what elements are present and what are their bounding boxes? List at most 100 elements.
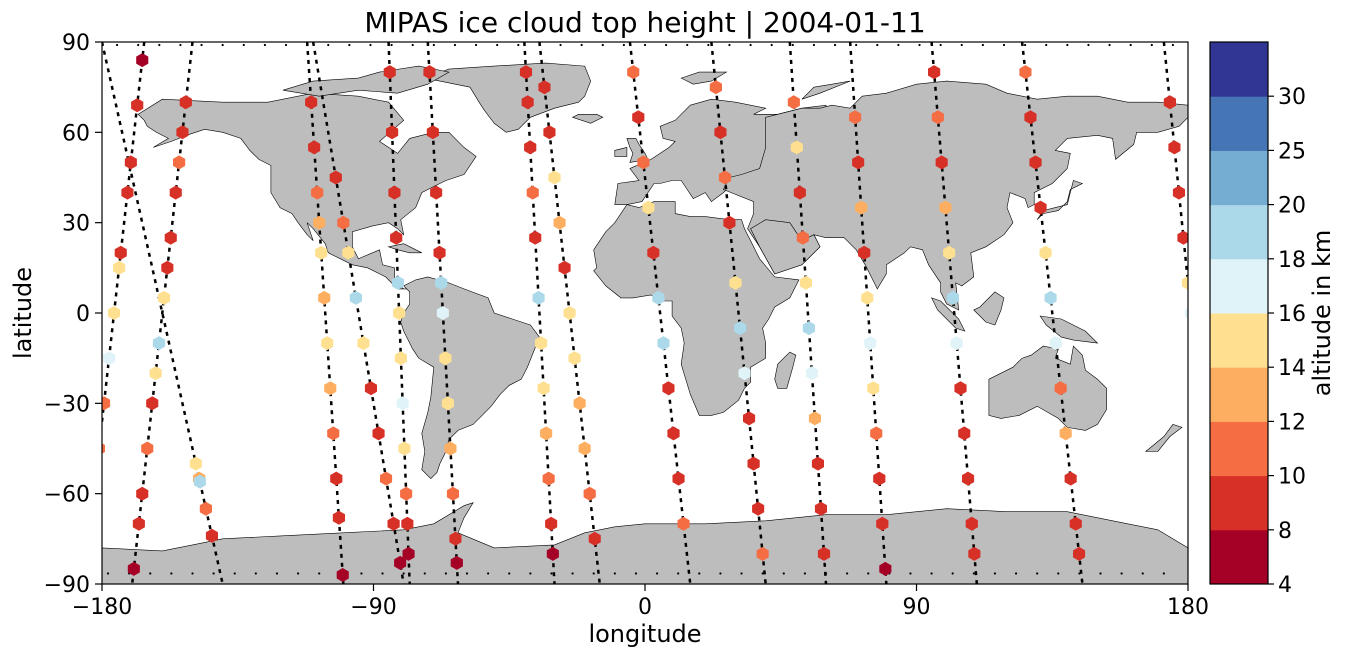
- cloud-marker-12-5: [864, 336, 877, 351]
- x-tick-label: 90: [903, 595, 931, 620]
- cloud-marker-11-5: [802, 321, 815, 336]
- cloud-marker-7-1: [521, 95, 534, 110]
- x-axis: −180 −90 0 90 180: [72, 584, 1209, 620]
- plot-area: [83, 41, 1206, 585]
- cloud-marker-0-5: [113, 260, 126, 275]
- polar-track-dot: [761, 572, 764, 575]
- cloud-marker-13-4: [943, 245, 956, 260]
- cloud-marker-0-1: [131, 98, 144, 113]
- polar-track-dot: [306, 43, 309, 47]
- colorbar-segment: [1210, 96, 1268, 151]
- polar-track-dot: [1002, 43, 1006, 47]
- polar-track-dot: [318, 572, 321, 575]
- colorbar-tick-label: 8: [1278, 519, 1292, 544]
- cloud-marker-5-8: [398, 441, 411, 456]
- cloud-marker-11-9: [814, 501, 827, 516]
- x-tick-label: 180: [1167, 595, 1209, 620]
- polar-track-dot: [423, 572, 426, 575]
- polar-track-dot: [284, 43, 288, 47]
- cloud-marker-10-6: [738, 366, 751, 381]
- cloud-marker-7-8: [540, 426, 553, 441]
- cloud-marker-10-0: [709, 80, 722, 95]
- cloud-marker-10-2: [718, 170, 731, 185]
- cloud-marker-14-6: [1049, 336, 1062, 351]
- polar-track-dot: [263, 43, 266, 47]
- land-iceland: [571, 114, 604, 124]
- polar-track-dot: [1162, 572, 1165, 575]
- orbit-track-13: [930, 42, 979, 584]
- cloud-marker-10-8: [747, 456, 760, 471]
- polar-track-dot: [149, 572, 152, 575]
- polar-track-dot: [1120, 572, 1123, 575]
- cloud-marker-7-5: [532, 290, 545, 305]
- y-tick-label: −30: [44, 392, 90, 417]
- cloud-marker-15-7: [1194, 396, 1206, 410]
- cloud-marker-13-1: [931, 110, 944, 125]
- land-south-america: [400, 276, 540, 480]
- cloud-marker-5-9: [400, 486, 413, 501]
- cloud-marker-0-11: [83, 529, 95, 543]
- cloud-marker-5-6: [394, 351, 407, 366]
- polar-track-dot: [106, 572, 110, 575]
- x-tick-label: −180: [72, 595, 132, 620]
- cloud-marker-6-10: [449, 531, 462, 546]
- cloud-marker-1-1: [199, 501, 212, 516]
- cloud-marker-13-0: [928, 65, 941, 80]
- cloud-marker-6-9: [446, 486, 459, 501]
- cloud-marker-15-4: [1181, 275, 1188, 290]
- polar-track-dot: [453, 43, 457, 47]
- cloud-marker-6-1: [426, 125, 439, 140]
- polar-track-dot: [677, 572, 680, 575]
- land-japan: [1036, 180, 1084, 220]
- cloud-marker-13-3: [939, 200, 952, 215]
- cloud-marker-15-0: [1163, 95, 1176, 110]
- cloud-marker-3-4: [315, 245, 328, 260]
- cloud-marker-6-4: [435, 275, 448, 290]
- cloud-marker-4-8: [387, 516, 400, 531]
- polar-track-dot: [1045, 43, 1048, 47]
- cloud-marker-0-8: [102, 396, 111, 411]
- cloud-marker-11-7: [808, 411, 821, 426]
- orbit-track-11: [788, 42, 828, 584]
- cloud-marker-3-0: [305, 95, 318, 110]
- cloud-marker-6-5: [436, 306, 449, 320]
- cloud-marker-3-5: [318, 290, 331, 305]
- polar-track-dot: [179, 43, 182, 47]
- polar-track-dot: [275, 572, 279, 575]
- cloud-marker-9-9: [672, 471, 685, 486]
- cloud-marker-5-7: [396, 396, 409, 411]
- cloud-marker-6-0: [423, 65, 436, 80]
- cloud-marker-4-2: [342, 245, 355, 260]
- cloud-marker-5-5: [393, 306, 406, 320]
- cloud-marker-1-3: [189, 456, 202, 471]
- cloud-marker-15-6: [1190, 351, 1202, 365]
- cloud-marker-6-6: [439, 351, 452, 366]
- cloud-marker-6-8: [444, 441, 457, 456]
- colorbar-segment: [1210, 42, 1268, 97]
- colorbar-segment: [1210, 258, 1268, 314]
- cloud-marker-15-1: [1168, 140, 1181, 155]
- cloud-marker-13-7: [954, 381, 967, 396]
- cloud-marker-0-4: [114, 245, 127, 260]
- cloud-marker-10-5: [734, 321, 747, 336]
- cloud-marker-9-10: [677, 516, 690, 531]
- y-tick-label: 30: [62, 212, 90, 237]
- polar-track-dot: [360, 572, 363, 575]
- cloud-marker-2-8: [149, 366, 162, 381]
- polar-track-dot: [613, 572, 616, 575]
- cloud-marker-13-6: [950, 336, 963, 351]
- polar-track-dot: [444, 572, 447, 575]
- cloud-marker-12-9: [876, 516, 889, 531]
- polar-track-dot: [740, 572, 743, 575]
- cloud-marker-11-0: [787, 95, 800, 110]
- polar-track-dot: [876, 43, 879, 47]
- colorbar-segment: [1210, 313, 1268, 368]
- colorbar-tick-label: 14: [1278, 356, 1306, 381]
- cloud-marker-5-11: [402, 546, 415, 561]
- cloud-marker-9-4: [647, 245, 660, 260]
- polar-track-dot: [601, 43, 604, 47]
- cloud-marker-1-0: [205, 528, 218, 543]
- polar-track-dot: [254, 572, 257, 575]
- cloud-marker-2-0: [179, 95, 192, 110]
- cloud-marker-14-10: [1069, 516, 1082, 531]
